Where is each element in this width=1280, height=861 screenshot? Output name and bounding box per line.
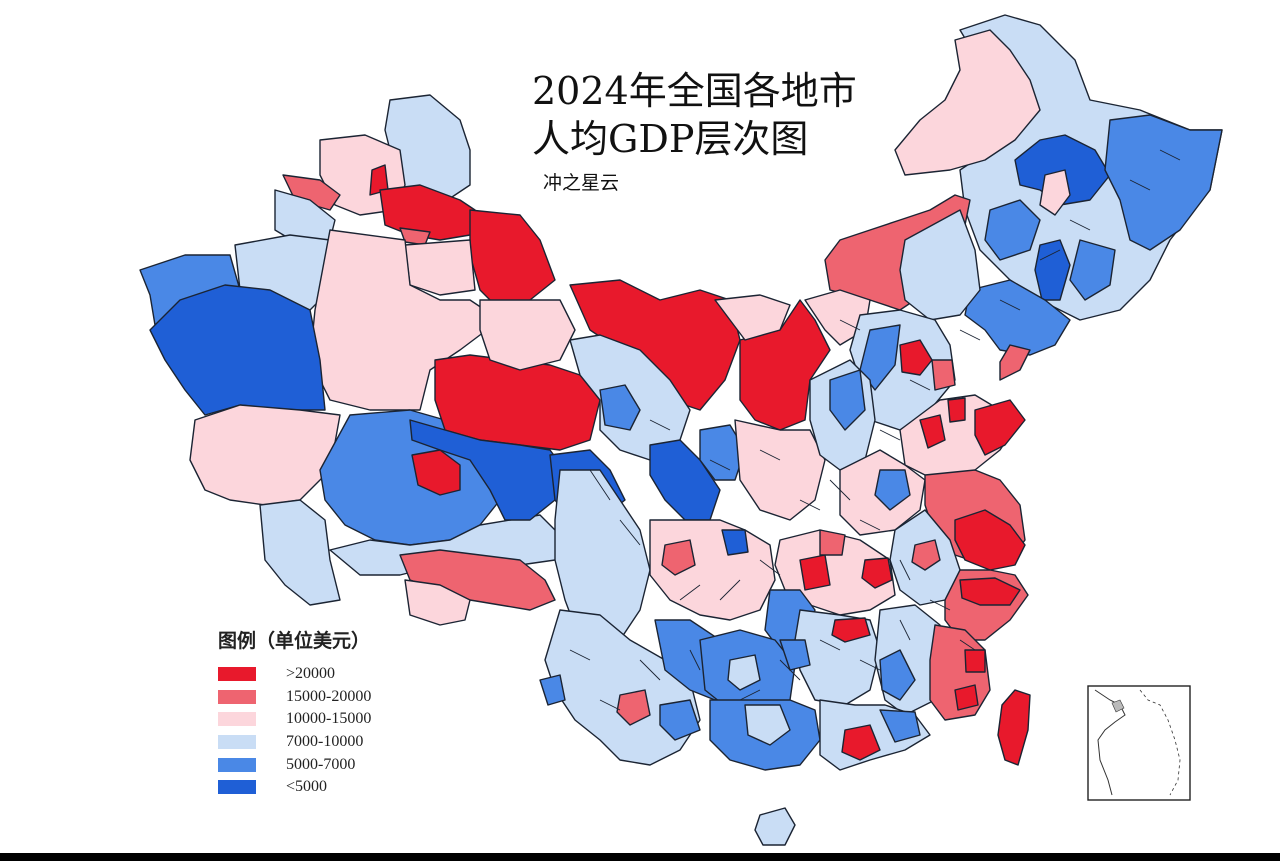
region-guangdong-blue	[879, 709, 921, 743]
region-dongying	[947, 397, 966, 423]
region-tianjin	[931, 359, 956, 391]
legend-item: 7000-10000	[218, 731, 371, 754]
region-hainan	[754, 807, 796, 846]
legend-item: 5000-7000	[218, 753, 371, 776]
bottom-border-bar	[0, 853, 1280, 861]
legend-swatch	[218, 712, 256, 727]
region-xiangyang	[819, 529, 846, 556]
region-guangxi-light	[744, 704, 791, 746]
legend-label: 7000-10000	[286, 733, 364, 751]
map-author: 冲之星云	[543, 172, 620, 194]
legend-swatch	[218, 667, 256, 682]
region-inner-mongolia-east	[899, 209, 981, 321]
region-sichuan-dark	[721, 529, 749, 556]
south-china-sea-inset	[1087, 685, 1191, 801]
region-changsha	[831, 617, 871, 643]
region-hubei	[774, 529, 896, 616]
legend-label: 10000-15000	[286, 710, 372, 728]
legend-title: 图例（单位美元）	[218, 630, 371, 652]
region-golmud-red	[411, 449, 461, 496]
legend-swatch	[218, 689, 256, 704]
region-hefei	[911, 539, 941, 571]
city-borders	[569, 149, 1181, 711]
region-ngari-light	[259, 499, 341, 606]
legend-item: >20000	[218, 663, 371, 686]
region-yushu-dark	[409, 419, 566, 521]
region-gansu-blue-3	[699, 424, 746, 481]
region-xiamen	[954, 684, 979, 711]
region-hunan-blue	[779, 639, 811, 671]
legend-label: 5000-7000	[286, 755, 356, 773]
region-xishuangbanna	[659, 699, 701, 741]
region-wuhan	[861, 557, 893, 589]
region-hotan-pink	[189, 404, 341, 506]
region-shaanxi	[734, 419, 826, 521]
region-kashgar-dark	[149, 284, 326, 416]
region-qingdao	[974, 399, 1026, 456]
region-ne-mid-3	[1069, 239, 1116, 301]
legend: 图例（单位美元） >20000 15000-20000 10000-15000 700…	[218, 626, 371, 799]
region-guiyang	[727, 654, 761, 691]
region-hangzhou-ningbo	[959, 577, 1021, 606]
region-taiwan	[997, 689, 1031, 766]
region-hami	[469, 209, 556, 311]
region-guangzhou-shenzhen	[841, 724, 881, 761]
region-heihe	[894, 29, 1041, 176]
region-im-west-pink	[714, 294, 791, 341]
region-turpan	[404, 239, 476, 296]
region-hebei-blue	[859, 324, 901, 391]
legend-item: 10000-15000	[218, 708, 371, 731]
region-ne-mid-2	[984, 199, 1041, 261]
region-yichang	[799, 554, 831, 591]
legend-label: <5000	[286, 778, 328, 796]
region-beijing	[899, 339, 933, 376]
map-title-line-1: 2024年全国各地市	[532, 69, 857, 113]
region-chengdu	[661, 539, 696, 576]
legend-swatch	[218, 735, 256, 750]
region-yunnan-blue-2	[539, 674, 566, 706]
region-liaoning	[964, 279, 1071, 356]
region-ne-dark-2	[1034, 239, 1071, 301]
region-ne-pink-1	[1039, 169, 1071, 216]
legend-rows: >20000 15000-20000 10000-15000 7000-10000 50…	[218, 663, 371, 799]
legend-item: <5000	[218, 776, 371, 799]
region-shanxi-blue	[829, 369, 866, 431]
legend-swatch	[218, 757, 256, 772]
legend-label: >20000	[286, 665, 336, 683]
region-fuzhou	[964, 649, 986, 673]
region-ne-mid-1	[1104, 114, 1223, 251]
legend-swatch	[218, 780, 256, 795]
region-gansu-blue-1	[599, 384, 641, 431]
region-qinghai-pink	[479, 299, 576, 371]
region-jiangxi-blue	[879, 649, 916, 701]
region-henan-blue	[874, 469, 911, 511]
region-sunan-red	[954, 509, 1026, 571]
region-jinan	[919, 414, 946, 449]
region-dalian	[999, 344, 1031, 381]
legend-item: 15000-20000	[218, 686, 371, 709]
map-title-line-2: 人均GDP层次图	[532, 117, 809, 161]
region-nyingchi-pink	[404, 579, 471, 626]
legend-label: 15000-20000	[286, 687, 372, 705]
region-layer	[139, 14, 1223, 846]
